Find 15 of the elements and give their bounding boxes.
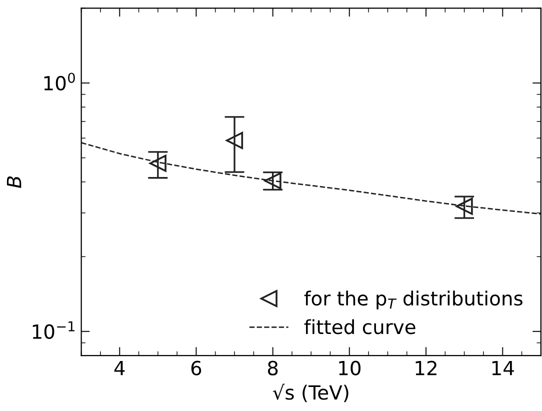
legend-label: for the p$_{T}$ distributions (304, 290, 522, 310)
y-axis-title: B (6, 176, 22, 188)
x-tick-label: 14 (492, 360, 514, 376)
x-tick-label: 8 (268, 360, 278, 376)
point (149, 154, 166, 172)
legend-label: fitted curve (304, 319, 416, 334)
point (456, 198, 473, 215)
y-tick-label: 10$^{−1}$ (32, 321, 74, 339)
x-tick-label: 12 (416, 360, 436, 376)
y-tick-label: 10$^{0}$ (44, 72, 75, 91)
point (226, 132, 244, 150)
x-axis-title: √s (TeV) (272, 384, 348, 402)
x-tick-label: 6 (191, 360, 202, 376)
x-tick-label: 4 (114, 360, 125, 376)
x-tick-label: 10 (339, 360, 360, 376)
